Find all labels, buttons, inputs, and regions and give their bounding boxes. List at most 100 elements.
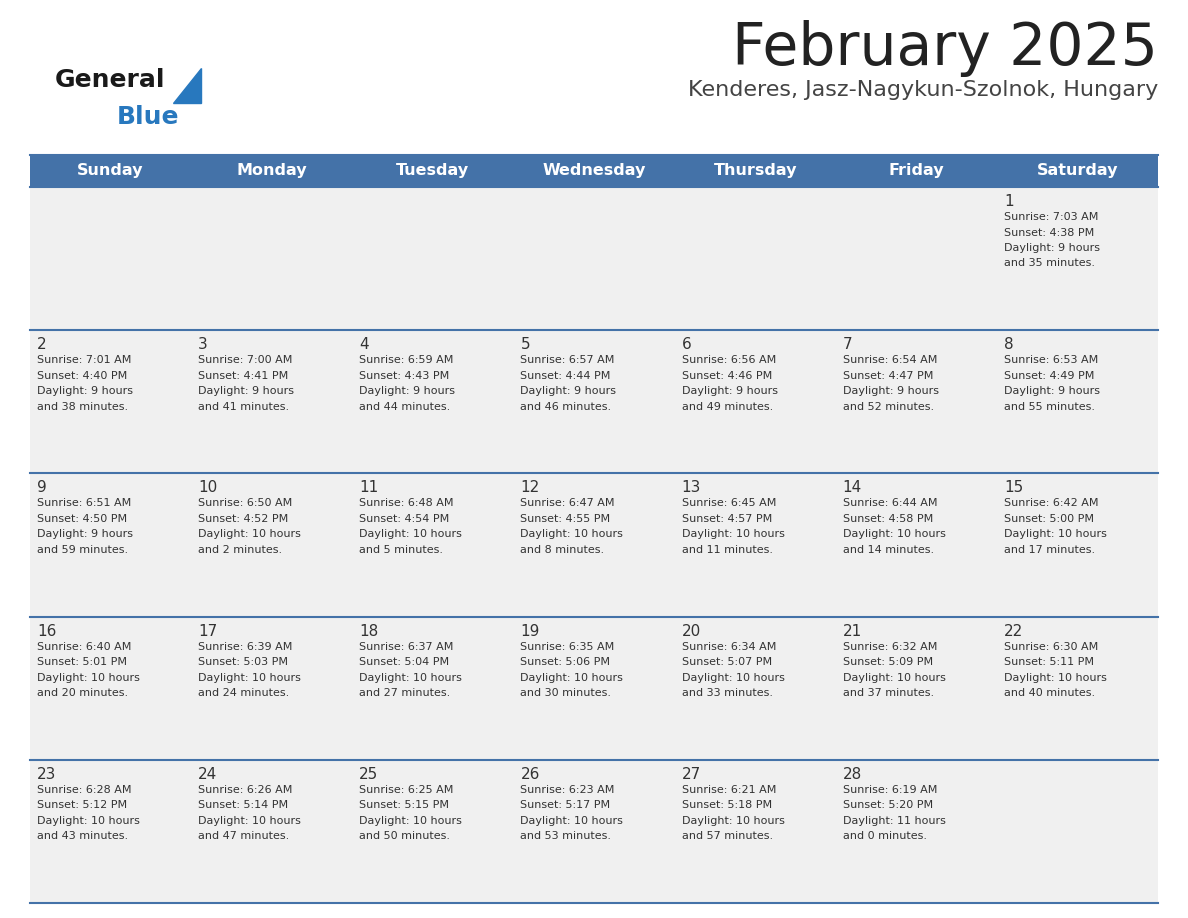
Text: Monday: Monday <box>236 163 307 178</box>
Text: and 52 minutes.: and 52 minutes. <box>842 402 934 411</box>
Text: Sunset: 4:54 PM: Sunset: 4:54 PM <box>359 514 449 524</box>
Text: and 41 minutes.: and 41 minutes. <box>198 402 289 411</box>
Text: and 30 minutes.: and 30 minutes. <box>520 688 612 698</box>
Text: Sunrise: 6:45 AM: Sunrise: 6:45 AM <box>682 498 776 509</box>
Text: and 53 minutes.: and 53 minutes. <box>520 832 612 841</box>
Text: and 5 minutes.: and 5 minutes. <box>359 545 443 554</box>
Text: Sunset: 5:09 PM: Sunset: 5:09 PM <box>842 657 933 667</box>
Text: 20: 20 <box>682 623 701 639</box>
Text: Sunrise: 6:26 AM: Sunrise: 6:26 AM <box>198 785 292 795</box>
Text: 26: 26 <box>520 767 539 782</box>
Bar <box>30 760 1158 903</box>
Text: Daylight: 10 hours: Daylight: 10 hours <box>198 673 301 683</box>
Text: 13: 13 <box>682 480 701 496</box>
Text: Blue: Blue <box>116 105 179 129</box>
Text: 14: 14 <box>842 480 862 496</box>
Text: and 33 minutes.: and 33 minutes. <box>682 688 772 698</box>
Text: Kenderes, Jasz-Nagykun-Szolnok, Hungary: Kenderes, Jasz-Nagykun-Szolnok, Hungary <box>688 80 1158 100</box>
Text: and 55 minutes.: and 55 minutes. <box>1004 402 1095 411</box>
Text: and 2 minutes.: and 2 minutes. <box>198 545 283 554</box>
Text: Sunrise: 6:51 AM: Sunrise: 6:51 AM <box>37 498 131 509</box>
Text: and 49 minutes.: and 49 minutes. <box>682 402 773 411</box>
Text: Daylight: 9 hours: Daylight: 9 hours <box>682 386 778 397</box>
Text: Sunrise: 6:21 AM: Sunrise: 6:21 AM <box>682 785 776 795</box>
Text: and 38 minutes.: and 38 minutes. <box>37 402 128 411</box>
Text: Daylight: 10 hours: Daylight: 10 hours <box>359 673 462 683</box>
Text: Daylight: 10 hours: Daylight: 10 hours <box>1004 530 1107 540</box>
Text: Sunset: 5:06 PM: Sunset: 5:06 PM <box>520 657 611 667</box>
Text: Sunset: 4:58 PM: Sunset: 4:58 PM <box>842 514 933 524</box>
Text: and 14 minutes.: and 14 minutes. <box>842 545 934 554</box>
Text: Sunrise: 6:40 AM: Sunrise: 6:40 AM <box>37 642 132 652</box>
Text: Sunset: 4:50 PM: Sunset: 4:50 PM <box>37 514 127 524</box>
Text: Sunset: 4:41 PM: Sunset: 4:41 PM <box>198 371 289 381</box>
Text: Sunrise: 6:37 AM: Sunrise: 6:37 AM <box>359 642 454 652</box>
Text: Daylight: 10 hours: Daylight: 10 hours <box>198 816 301 826</box>
Text: Sunrise: 7:00 AM: Sunrise: 7:00 AM <box>198 355 292 365</box>
Text: Daylight: 10 hours: Daylight: 10 hours <box>1004 673 1107 683</box>
Text: Sunrise: 7:03 AM: Sunrise: 7:03 AM <box>1004 212 1098 222</box>
Text: Daylight: 10 hours: Daylight: 10 hours <box>520 673 624 683</box>
Text: and 44 minutes.: and 44 minutes. <box>359 402 450 411</box>
Text: Sunrise: 6:35 AM: Sunrise: 6:35 AM <box>520 642 614 652</box>
Text: 28: 28 <box>842 767 862 782</box>
Text: and 40 minutes.: and 40 minutes. <box>1004 688 1095 698</box>
Text: Sunrise: 6:42 AM: Sunrise: 6:42 AM <box>1004 498 1099 509</box>
Text: Daylight: 10 hours: Daylight: 10 hours <box>37 816 140 826</box>
Text: Daylight: 10 hours: Daylight: 10 hours <box>842 673 946 683</box>
Text: Sunrise: 6:50 AM: Sunrise: 6:50 AM <box>198 498 292 509</box>
Text: Sunset: 5:18 PM: Sunset: 5:18 PM <box>682 800 772 811</box>
Text: General: General <box>55 68 165 92</box>
Text: and 11 minutes.: and 11 minutes. <box>682 545 772 554</box>
Text: 11: 11 <box>359 480 379 496</box>
Text: Sunrise: 6:44 AM: Sunrise: 6:44 AM <box>842 498 937 509</box>
Text: 21: 21 <box>842 623 862 639</box>
Text: Sunrise: 6:53 AM: Sunrise: 6:53 AM <box>1004 355 1098 365</box>
Text: 2: 2 <box>37 337 46 353</box>
Text: Sunrise: 6:48 AM: Sunrise: 6:48 AM <box>359 498 454 509</box>
Text: Daylight: 9 hours: Daylight: 9 hours <box>520 386 617 397</box>
Text: Daylight: 9 hours: Daylight: 9 hours <box>842 386 939 397</box>
Text: Sunset: 5:04 PM: Sunset: 5:04 PM <box>359 657 449 667</box>
Text: 12: 12 <box>520 480 539 496</box>
Text: Daylight: 9 hours: Daylight: 9 hours <box>198 386 295 397</box>
Text: Daylight: 10 hours: Daylight: 10 hours <box>359 816 462 826</box>
Text: Sunrise: 6:39 AM: Sunrise: 6:39 AM <box>198 642 292 652</box>
Text: Daylight: 10 hours: Daylight: 10 hours <box>198 530 301 540</box>
Polygon shape <box>173 68 201 103</box>
Text: and 46 minutes.: and 46 minutes. <box>520 402 612 411</box>
Bar <box>30 187 1158 330</box>
Text: Saturday: Saturday <box>1037 163 1118 178</box>
Text: 3: 3 <box>198 337 208 353</box>
Text: Sunset: 4:49 PM: Sunset: 4:49 PM <box>1004 371 1094 381</box>
Text: Daylight: 10 hours: Daylight: 10 hours <box>682 816 784 826</box>
Text: Daylight: 9 hours: Daylight: 9 hours <box>37 530 133 540</box>
Text: Sunrise: 6:59 AM: Sunrise: 6:59 AM <box>359 355 454 365</box>
Text: 27: 27 <box>682 767 701 782</box>
Text: Daylight: 9 hours: Daylight: 9 hours <box>359 386 455 397</box>
Text: Sunrise: 6:32 AM: Sunrise: 6:32 AM <box>842 642 937 652</box>
Text: Daylight: 10 hours: Daylight: 10 hours <box>520 530 624 540</box>
Text: and 24 minutes.: and 24 minutes. <box>198 688 290 698</box>
Text: 10: 10 <box>198 480 217 496</box>
Text: Sunset: 4:43 PM: Sunset: 4:43 PM <box>359 371 449 381</box>
Text: and 17 minutes.: and 17 minutes. <box>1004 545 1095 554</box>
Text: Daylight: 10 hours: Daylight: 10 hours <box>842 530 946 540</box>
Text: and 20 minutes.: and 20 minutes. <box>37 688 128 698</box>
Text: Daylight: 10 hours: Daylight: 10 hours <box>520 816 624 826</box>
Text: 5: 5 <box>520 337 530 353</box>
Text: Sunrise: 6:34 AM: Sunrise: 6:34 AM <box>682 642 776 652</box>
Text: Sunset: 5:07 PM: Sunset: 5:07 PM <box>682 657 772 667</box>
Text: Sunset: 4:47 PM: Sunset: 4:47 PM <box>842 371 933 381</box>
Text: Sunset: 5:11 PM: Sunset: 5:11 PM <box>1004 657 1094 667</box>
Text: 6: 6 <box>682 337 691 353</box>
Text: 18: 18 <box>359 623 379 639</box>
Text: and 50 minutes.: and 50 minutes. <box>359 832 450 841</box>
Bar <box>30 474 1158 617</box>
Bar <box>30 617 1158 760</box>
Text: Sunrise: 6:47 AM: Sunrise: 6:47 AM <box>520 498 615 509</box>
Text: Daylight: 10 hours: Daylight: 10 hours <box>682 530 784 540</box>
Text: Sunset: 5:14 PM: Sunset: 5:14 PM <box>198 800 289 811</box>
Text: Sunrise: 6:19 AM: Sunrise: 6:19 AM <box>842 785 937 795</box>
Text: Sunrise: 6:30 AM: Sunrise: 6:30 AM <box>1004 642 1098 652</box>
